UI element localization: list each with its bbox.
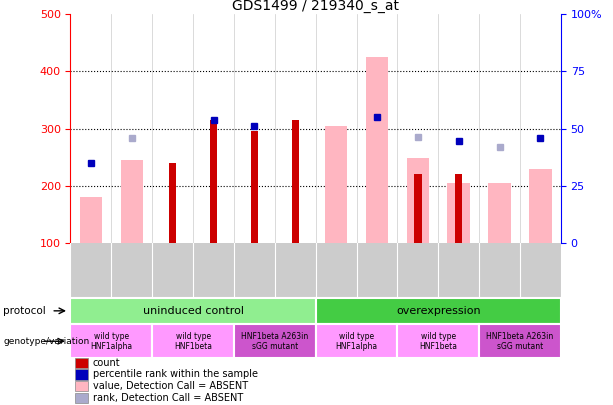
Bar (80, 197, 102, 243)
Bar (414, 175, 422, 243)
Bar (121, 160, 143, 243)
Text: percentile rank within the sample: percentile rank within the sample (93, 369, 257, 379)
Bar (366, 57, 388, 243)
Bar (489, 183, 511, 243)
Bar (75, 381, 88, 391)
Text: rank, Detection Call = ABSENT: rank, Detection Call = ABSENT (93, 393, 243, 403)
Bar (70, 324, 152, 358)
Bar (479, 324, 561, 358)
Bar (75, 358, 88, 368)
Bar (251, 132, 258, 243)
Bar (210, 120, 217, 243)
Bar (325, 126, 348, 243)
Text: protocol: protocol (3, 306, 46, 316)
Bar (152, 324, 234, 358)
Bar (75, 393, 88, 403)
Text: genotype/variation: genotype/variation (3, 337, 89, 346)
Text: HNF1beta A263in
sGG mutant: HNF1beta A263in sGG mutant (486, 332, 554, 351)
Text: overexpression: overexpression (396, 306, 481, 316)
Title: GDS1499 / 219340_s_at: GDS1499 / 219340_s_at (232, 0, 399, 13)
Text: wild type
HNF1alpha: wild type HNF1alpha (335, 332, 378, 351)
Bar (406, 158, 429, 243)
Bar (397, 324, 479, 358)
Text: uninduced control: uninduced control (143, 306, 243, 316)
Bar (529, 168, 552, 243)
Text: count: count (93, 358, 120, 368)
Bar (70, 298, 316, 324)
Text: HNF1beta A263in
sGG mutant: HNF1beta A263in sGG mutant (241, 332, 308, 351)
Bar (75, 369, 88, 379)
Text: value, Detection Call = ABSENT: value, Detection Call = ABSENT (93, 381, 248, 391)
Bar (455, 175, 462, 243)
Bar (316, 324, 397, 358)
Text: wild type
HNF1beta: wild type HNF1beta (174, 332, 212, 351)
Bar (234, 324, 316, 358)
Bar (447, 183, 470, 243)
Text: wild type
HNF1alpha: wild type HNF1alpha (90, 332, 132, 351)
Bar (292, 120, 299, 243)
Text: wild type
HNF1beta: wild type HNF1beta (419, 332, 457, 351)
Bar (169, 163, 177, 243)
Bar (316, 298, 561, 324)
